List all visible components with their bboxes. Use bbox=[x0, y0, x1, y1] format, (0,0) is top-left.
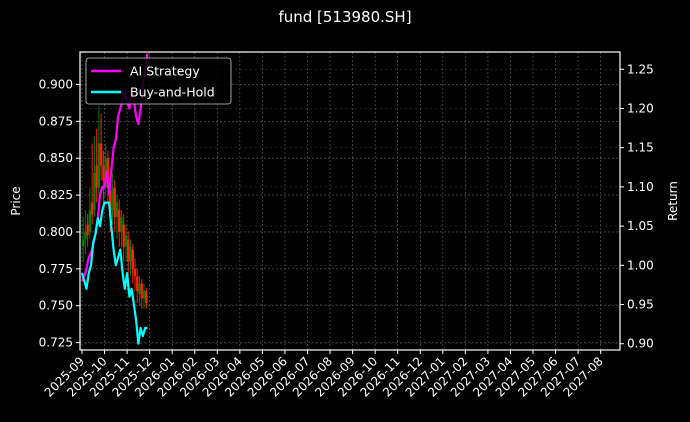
candle-body bbox=[136, 276, 139, 291]
candle-body bbox=[102, 165, 105, 181]
candle-body bbox=[111, 187, 114, 210]
candle-body bbox=[90, 202, 94, 215]
right-tick-label: 0.90 bbox=[627, 337, 654, 351]
right-tick-label: 1.05 bbox=[627, 219, 654, 233]
left-tick-label: 0.800 bbox=[39, 225, 73, 239]
candle-body bbox=[115, 202, 119, 218]
left-tick-label: 0.825 bbox=[39, 188, 73, 202]
candle-body bbox=[131, 249, 134, 269]
candle-body bbox=[118, 209, 121, 232]
candle-body bbox=[145, 290, 148, 303]
legend-box bbox=[85, 57, 232, 105]
right-tick-label: 1.10 bbox=[627, 180, 654, 194]
candle-body bbox=[86, 224, 89, 235]
left-tick-label: 0.775 bbox=[39, 262, 73, 276]
candle-body bbox=[133, 268, 137, 277]
right-tick-label: 1.00 bbox=[627, 258, 654, 272]
right-axis: 0.90 0.95 1.00 1.05 1.10 1.15 1.20 1.25 bbox=[620, 62, 654, 351]
left-axis: 0.725 0.750 0.775 0.800 0.825 0.850 0.875 0.900 bbox=[39, 77, 80, 350]
candle-body bbox=[88, 209, 92, 232]
candle-body bbox=[84, 231, 87, 240]
series-line-buy-and-hold bbox=[80, 201, 148, 345]
candle-body bbox=[95, 165, 98, 188]
right-tick-label: 1.15 bbox=[627, 141, 654, 155]
candle-body bbox=[120, 217, 123, 232]
legend-label: Buy-and-Hold bbox=[130, 85, 215, 100]
candle-body bbox=[140, 283, 143, 299]
legend: AI Strategy Buy-and-Hold bbox=[85, 57, 232, 105]
candle-body bbox=[127, 239, 130, 262]
x-axis: 2025-092025-102025-112025-122026-012026-… bbox=[42, 350, 606, 400]
candle-body bbox=[138, 283, 141, 294]
right-tick-label: 0.95 bbox=[627, 298, 654, 312]
candle-body bbox=[142, 290, 146, 299]
candle-body bbox=[129, 246, 132, 262]
data-series bbox=[80, 53, 149, 345]
chart-title: fund [513980.SH] bbox=[278, 8, 412, 26]
candlesticks bbox=[81, 106, 148, 309]
right-axis-label: Return bbox=[666, 181, 680, 221]
candle-body bbox=[97, 143, 101, 188]
candle-body bbox=[93, 172, 96, 210]
candle-body bbox=[113, 187, 116, 218]
candle-body bbox=[124, 234, 128, 247]
plot-frame bbox=[79, 51, 621, 351]
legend-label: AI Strategy bbox=[130, 64, 200, 79]
left-tick-label: 0.875 bbox=[39, 114, 73, 128]
right-tick-label: 1.25 bbox=[627, 62, 654, 76]
candle-body bbox=[108, 190, 112, 210]
candle-body bbox=[81, 239, 85, 247]
candle-body bbox=[122, 224, 125, 247]
left-axis-label: Price bbox=[9, 186, 23, 215]
left-tick-label: 0.900 bbox=[39, 77, 73, 91]
candle-body bbox=[99, 143, 103, 166]
left-tick-label: 0.850 bbox=[39, 151, 73, 165]
right-tick-label: 1.20 bbox=[627, 101, 654, 115]
left-tick-label: 0.750 bbox=[39, 299, 73, 313]
left-tick-label: 0.725 bbox=[39, 336, 73, 350]
